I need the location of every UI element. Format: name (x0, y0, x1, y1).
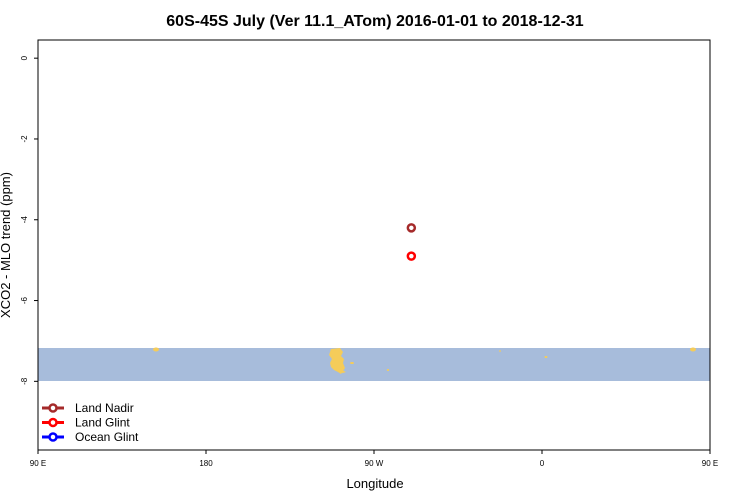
ocean-band (38, 348, 710, 381)
legend-label: Land Nadir (75, 401, 134, 415)
land-patch-falklands (350, 362, 354, 364)
data-point (406, 251, 417, 261)
y-tick-label: -2 (20, 135, 29, 143)
legend-marker (48, 403, 58, 413)
land-patch-tasmania-east (690, 347, 696, 352)
land-patch-patagonia (329, 348, 345, 374)
land-patch-georgia (386, 369, 390, 371)
x-tick-label: 0 (540, 459, 545, 468)
y-tick-label: -6 (20, 296, 29, 304)
x-tick-label: 90 E (702, 459, 718, 468)
land-patch-new-zealand (153, 347, 159, 352)
data-points (406, 223, 417, 261)
land-patch-kerguelen (544, 356, 548, 358)
x-tick-label: 180 (199, 459, 213, 468)
chart-title: 60S-45S July (Ver 11.1_ATom) 2016-01-01 … (166, 13, 584, 30)
plot-frame (37, 39, 711, 451)
y-tick-label: -4 (20, 216, 29, 224)
legend-marker (48, 432, 58, 442)
y-axis-label: XCO2 - MLO trend (ppm) (0, 172, 13, 318)
legend-marker (48, 417, 58, 428)
legend-label: Ocean Glint (75, 430, 139, 444)
y-tick-label: -8 (20, 377, 29, 385)
land-patch-marion (499, 350, 501, 352)
data-point (406, 223, 417, 233)
legend-label: Land Glint (75, 416, 130, 430)
x-axis: 90 E 180 90 W 0 90 E (30, 450, 718, 468)
map-band (38, 347, 710, 381)
y-axis: 0 -2 -4 -6 -8 (20, 55, 38, 385)
land-shapes (153, 347, 696, 374)
x-tick-label: 90 W (365, 459, 384, 468)
land-patch-patagonia-south (336, 369, 346, 373)
y-tick-label: 0 (20, 55, 29, 60)
x-tick-label: 90 E (30, 459, 46, 468)
x-axis-label: Longitude (346, 476, 403, 491)
